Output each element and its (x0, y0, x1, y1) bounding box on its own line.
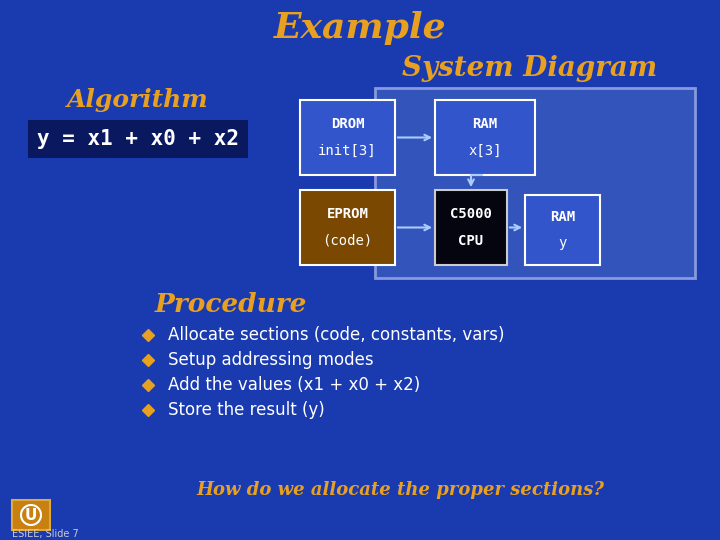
FancyBboxPatch shape (12, 500, 50, 530)
Text: DROM: DROM (330, 117, 364, 131)
Text: Store the result (y): Store the result (y) (168, 401, 325, 419)
Text: Procedure: Procedure (155, 293, 307, 318)
FancyBboxPatch shape (435, 100, 535, 175)
Text: EPROM: EPROM (327, 207, 369, 221)
FancyBboxPatch shape (300, 190, 395, 265)
Text: y = x1 + x0 + x2: y = x1 + x0 + x2 (37, 129, 239, 149)
Text: y: y (558, 235, 567, 249)
Text: Algorithm: Algorithm (67, 88, 209, 112)
Text: Add the values (x1 + x0 + x2): Add the values (x1 + x0 + x2) (168, 376, 420, 394)
Text: RAM: RAM (472, 117, 498, 131)
FancyBboxPatch shape (28, 120, 248, 158)
Text: Example: Example (274, 11, 446, 45)
Text: How do we allocate the proper sections?: How do we allocate the proper sections? (196, 481, 604, 499)
Text: init[3]: init[3] (318, 144, 377, 158)
Text: ESIEE, Slide 7: ESIEE, Slide 7 (12, 529, 78, 539)
Text: CPU: CPU (459, 234, 484, 248)
Text: Setup addressing modes: Setup addressing modes (168, 351, 374, 369)
Text: x[3]: x[3] (468, 144, 502, 158)
Text: System Diagram: System Diagram (402, 55, 657, 82)
FancyBboxPatch shape (300, 100, 395, 175)
Text: (code): (code) (323, 234, 373, 248)
Text: Allocate sections (code, constants, vars): Allocate sections (code, constants, vars… (168, 326, 505, 344)
Text: C5000: C5000 (450, 207, 492, 221)
FancyBboxPatch shape (525, 195, 600, 265)
FancyBboxPatch shape (435, 190, 507, 265)
Text: U: U (24, 508, 37, 523)
FancyBboxPatch shape (375, 88, 695, 278)
Text: RAM: RAM (550, 211, 575, 225)
